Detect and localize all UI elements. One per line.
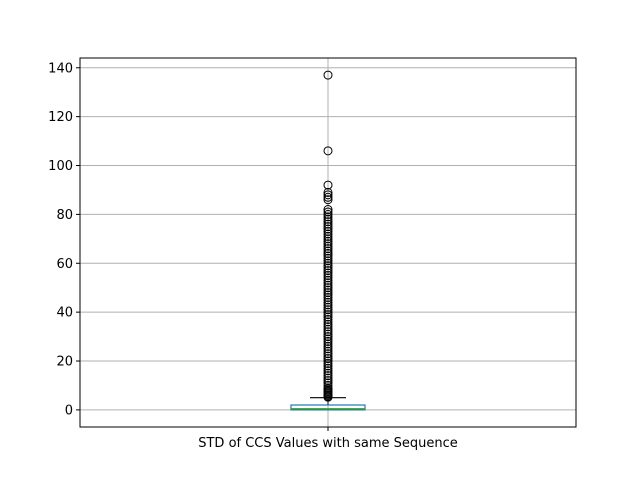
y-tick-label: 0 bbox=[65, 403, 73, 418]
outlier-point bbox=[323, 251, 333, 261]
outlier-point bbox=[323, 263, 333, 273]
outlier-point bbox=[323, 317, 333, 327]
outlier-point bbox=[323, 322, 333, 332]
outlier-point bbox=[323, 222, 333, 232]
outlier-point bbox=[323, 336, 333, 346]
outlier-point bbox=[323, 383, 333, 393]
x-tick-label: STD of CCS Values with same Sequence bbox=[198, 436, 458, 451]
y-tick-label: 140 bbox=[48, 61, 73, 76]
outlier-point bbox=[323, 219, 333, 229]
outlier-point bbox=[323, 346, 333, 356]
outlier-point bbox=[323, 297, 333, 307]
outlier-point bbox=[323, 310, 333, 320]
outlier-point bbox=[323, 244, 333, 254]
outlier-point bbox=[323, 190, 333, 200]
outlier-point bbox=[323, 253, 333, 263]
outlier-point bbox=[323, 373, 333, 383]
outlier-point bbox=[323, 217, 333, 227]
outlier-point bbox=[323, 366, 333, 376]
outlier-point bbox=[323, 295, 333, 305]
y-tick-label: 80 bbox=[56, 208, 73, 223]
outlier-point bbox=[323, 192, 333, 202]
outlier-point bbox=[323, 314, 333, 324]
outlier-point bbox=[323, 358, 333, 368]
outlier-point bbox=[323, 324, 333, 334]
outlier-point bbox=[323, 229, 333, 239]
outlier-point bbox=[323, 285, 333, 295]
outlier-point bbox=[323, 70, 333, 80]
outlier-point bbox=[323, 209, 333, 219]
outlier-point bbox=[323, 334, 333, 344]
outlier-point bbox=[323, 288, 333, 298]
outlier-point bbox=[323, 339, 333, 349]
outlier-point bbox=[323, 319, 333, 329]
outlier-point bbox=[323, 248, 333, 258]
outlier-point bbox=[323, 351, 333, 361]
outlier-point bbox=[323, 246, 333, 256]
outlier-point bbox=[323, 207, 333, 217]
outlier-point bbox=[323, 356, 333, 366]
outlier-point bbox=[323, 278, 333, 288]
outlier-point bbox=[323, 236, 333, 246]
outlier-point bbox=[323, 378, 333, 388]
outlier-point bbox=[323, 363, 333, 373]
outlier-point bbox=[323, 341, 333, 351]
x-axis: STD of CCS Values with same Sequence bbox=[198, 427, 458, 451]
outlier-point bbox=[323, 241, 333, 251]
outlier-point bbox=[323, 283, 333, 293]
y-tick-label: 60 bbox=[56, 257, 73, 272]
outlier-point bbox=[323, 261, 333, 271]
y-tick-label: 20 bbox=[56, 355, 73, 370]
outlier-point bbox=[323, 349, 333, 359]
outlier-point bbox=[323, 332, 333, 342]
outlier-point bbox=[323, 146, 333, 156]
y-axis: 0 20 40 60 80 100 120 140 bbox=[48, 61, 80, 418]
y-tick-label: 120 bbox=[48, 110, 73, 125]
outlier-point bbox=[323, 275, 333, 285]
outlier-point bbox=[323, 270, 333, 280]
outlier-point bbox=[323, 205, 333, 215]
outlier-point bbox=[323, 327, 333, 337]
outlier-point bbox=[323, 376, 333, 386]
outlier-point bbox=[323, 300, 333, 310]
outlier-point bbox=[323, 273, 333, 283]
outlier-point bbox=[323, 231, 333, 241]
y-tick-label: 40 bbox=[56, 306, 73, 321]
outlier-point bbox=[323, 214, 333, 224]
outlier-point bbox=[323, 224, 333, 234]
outlier-point bbox=[323, 361, 333, 371]
outlier-point bbox=[323, 368, 333, 378]
outlier-point bbox=[323, 329, 333, 339]
outlier-point bbox=[323, 290, 333, 300]
outlier-point bbox=[323, 266, 333, 276]
outlier-point bbox=[323, 187, 333, 197]
outlier-point bbox=[323, 258, 333, 268]
outlier-point bbox=[323, 312, 333, 322]
y-tick-label: 100 bbox=[48, 159, 73, 174]
outlier-point bbox=[323, 344, 333, 354]
outlier-point bbox=[323, 234, 333, 244]
outlier-point bbox=[323, 256, 333, 266]
outlier-point bbox=[323, 302, 333, 312]
outlier-point bbox=[323, 307, 333, 317]
iqr-box bbox=[290, 404, 366, 411]
outlier-point bbox=[323, 380, 333, 390]
outlier-point bbox=[323, 180, 333, 190]
outlier-point bbox=[323, 305, 333, 315]
outlier-point bbox=[323, 292, 333, 302]
box-plot bbox=[290, 70, 366, 411]
outlier-point bbox=[323, 371, 333, 381]
outlier-point bbox=[323, 212, 333, 222]
outlier-point bbox=[323, 268, 333, 278]
outlier-point bbox=[323, 239, 333, 249]
outlier-point bbox=[323, 280, 333, 290]
outlier-point bbox=[323, 227, 333, 237]
outlier-point bbox=[323, 195, 333, 205]
outlier-point bbox=[323, 354, 333, 364]
